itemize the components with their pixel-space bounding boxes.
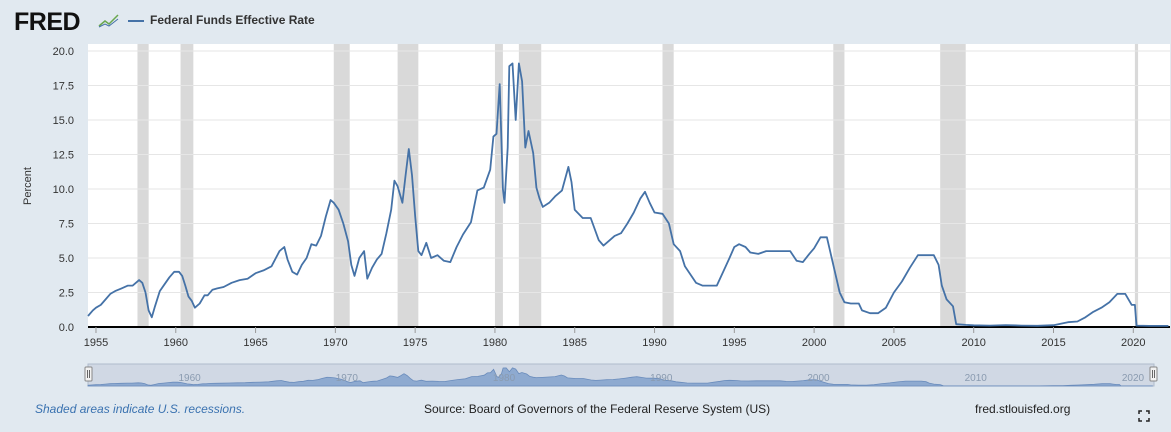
series-line-federal-funds-rate <box>87 62 1169 327</box>
recession-band <box>137 44 149 327</box>
recession-note: Shaded areas indicate U.S. recessions. <box>35 402 246 416</box>
navigator-tick-label: 2000 <box>807 373 830 384</box>
x-tick-label: 1965 <box>243 337 267 349</box>
x-tick-labels: 1955 1960 1965 1970 1975 1980 1985 1990 1995 2000… <box>84 327 1146 349</box>
navigator-series-area <box>87 367 1153 387</box>
x-tick-label: 2000 <box>802 337 826 349</box>
recession-band <box>397 44 419 327</box>
expand-icon[interactable] <box>1138 410 1150 422</box>
navigator-handle-left[interactable] <box>84 366 93 382</box>
site-link[interactable]: fred.stlouisfed.org <box>975 402 1071 416</box>
fred-chart-logo-icon <box>98 14 119 28</box>
y-tick-label: 2.5 <box>59 288 74 300</box>
y-tick-label: 7.5 <box>59 219 74 231</box>
x-tick-label: 1985 <box>562 337 586 349</box>
recession-band <box>940 44 966 327</box>
navigator-tick-label: 1960 <box>178 373 201 384</box>
y-axis-label: Percent <box>22 167 34 205</box>
y-tick-label: 0.0 <box>59 322 74 334</box>
time-navigator[interactable]: 1960 1970 1980 1990 2000 2010 2020 <box>84 363 1158 387</box>
navigator-tick-label: 1970 <box>336 373 359 384</box>
gridlines <box>88 50 1170 293</box>
y-tick-label: 12.5 <box>53 150 74 162</box>
navigator-tick-label: 1980 <box>493 373 516 384</box>
navigator-ticks: 1960 1970 1980 1990 2000 2010 2020 <box>178 373 1144 384</box>
legend-swatch <box>128 20 144 22</box>
recession-band <box>333 44 350 327</box>
navigator-tick-label: 2020 <box>1122 373 1145 384</box>
navigator-handle-right[interactable] <box>1149 366 1158 382</box>
navigator-area <box>87 367 1153 387</box>
x-tick-label: 1960 <box>164 337 188 349</box>
x-tick-label: 2020 <box>1121 337 1145 349</box>
x-tick-label: 1980 <box>483 337 507 349</box>
recession-shading <box>137 44 1139 327</box>
series-layer <box>87 62 1169 327</box>
recession-band <box>662 44 674 327</box>
x-tick-label: 2015 <box>1041 337 1065 349</box>
recession-band <box>180 44 194 327</box>
navigator-tick-label: 1990 <box>650 373 673 384</box>
x-tick-label: 2005 <box>882 337 906 349</box>
recession-band <box>833 44 845 327</box>
x-tick-label: 2010 <box>961 337 985 349</box>
y-tick-label: 10.0 <box>53 184 74 196</box>
y-tick-label: 15.0 <box>53 115 74 127</box>
y-tick-label: 17.5 <box>53 81 74 93</box>
x-tick-label: 1995 <box>722 337 746 349</box>
y-tick-label: 20.0 <box>53 46 74 58</box>
recession-band <box>1134 44 1139 327</box>
recession-band <box>494 44 503 327</box>
x-tick-label: 1970 <box>323 337 347 349</box>
source-note: Source: Board of Governors of the Federa… <box>424 402 771 416</box>
x-tick-label: 1955 <box>84 337 108 349</box>
y-tick-labels: 0.0 2.5 5.0 7.5 10.0 12.5 15.0 17.5 20.0 <box>53 46 74 334</box>
navigator-tick-label: 2010 <box>965 373 988 384</box>
fred-logo[interactable]: FRED <box>14 8 81 36</box>
plot-area <box>88 44 1170 327</box>
y-tick-label: 5.0 <box>59 253 74 265</box>
x-tick-label: 1975 <box>403 337 427 349</box>
chart-header: FRED Federal Funds Effective Rate <box>0 0 1171 44</box>
legend-label[interactable]: Federal Funds Effective Rate <box>150 13 315 27</box>
x-tick-label: 1990 <box>642 337 666 349</box>
